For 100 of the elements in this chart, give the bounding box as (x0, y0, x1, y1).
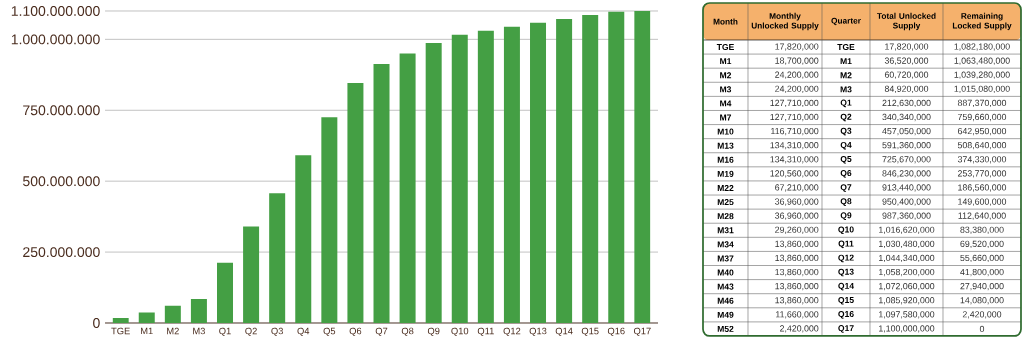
text: 134,310,000 (770, 142, 819, 150)
y-tick-label: 1.000.000.000 (11, 34, 100, 45)
text: 41,800,000 (960, 268, 1004, 277)
y-tick-label: 1.100.000.000 (11, 6, 100, 16)
text: 67,210,000 (775, 184, 819, 192)
category-label: M13 (717, 142, 734, 149)
bar (347, 82, 364, 323)
x-tick-label: Q4 (297, 327, 310, 336)
text: 83,380,000 (960, 226, 1004, 234)
bar (634, 10, 651, 323)
category-label: M1 (720, 58, 732, 65)
bar (425, 42, 442, 323)
category-label: Q10 (838, 226, 854, 235)
text: 13,860,000 (775, 240, 819, 249)
text: 1,030,480,000 (879, 240, 935, 249)
x-tick-label: Q12 (503, 327, 521, 336)
y-tick-label: 250.000.000 (23, 247, 100, 258)
text: 11,660,000 (776, 311, 819, 319)
text: 17,820,000 (775, 43, 819, 51)
x-tick-label: M2 (167, 327, 179, 335)
bar (582, 14, 599, 323)
category-label: M46 (717, 297, 734, 304)
text: 27,940,000 (960, 283, 1004, 291)
text: 913,440,000 (882, 184, 931, 192)
bar (608, 11, 625, 323)
category-label: M16 (717, 156, 734, 163)
x-tick-label: Q16 (607, 327, 625, 336)
x-tick-label: Q14 (555, 327, 573, 336)
category-label: M31 (717, 227, 734, 234)
text: 120,560,000 (770, 170, 819, 178)
text: 69,520,000 (960, 240, 1004, 249)
text: 253,770,000 (957, 170, 1007, 178)
x-tick-label: Q17 (633, 327, 651, 336)
category-label: M1 (840, 58, 852, 65)
category-label: TGE (716, 44, 734, 51)
text: 18,700,000 (775, 57, 819, 65)
x-tick-label: Q2 (245, 327, 257, 336)
text: 1,015,080,000 (954, 85, 1010, 93)
text: 846,230,000 (882, 170, 931, 178)
category-label: Q3 (840, 127, 852, 136)
x-tick-label: Q3 (271, 327, 283, 336)
text: 987,360,000 (882, 212, 931, 220)
category-label: Q2 (840, 113, 852, 122)
text: 212,630,000 (882, 99, 931, 108)
text: 13,860,000 (775, 268, 819, 277)
category-label: M34 (717, 241, 734, 248)
category-label: Q14 (838, 282, 855, 291)
text: 887,370,000 (957, 99, 1007, 108)
x-tick-label: Q9 (427, 327, 440, 336)
text: 1,100,000,000 (879, 325, 935, 333)
x-tick-label: M1 (141, 327, 153, 335)
category-label: Q6 (840, 170, 852, 178)
x-tick-label: Q5 (323, 327, 336, 336)
category-label: M4 (720, 100, 732, 107)
text: Total Unlocked Supply (877, 12, 936, 31)
text: 457,050,000 (882, 127, 931, 136)
category-label: Q5 (840, 155, 852, 164)
text: 36,960,000 (775, 198, 819, 206)
y-tick-label: 0 (93, 318, 100, 328)
bar (164, 305, 181, 323)
x-tick-label: TGE (111, 327, 130, 335)
category-label: M25 (717, 199, 734, 206)
bar (138, 312, 155, 323)
category-label: Q13 (838, 268, 854, 277)
bar (503, 26, 520, 323)
text: 2,420,000 (962, 311, 1002, 319)
text: 116,710,000 (771, 127, 819, 136)
category-label: Q12 (838, 254, 854, 263)
text: 1,082,180,000 (954, 43, 1010, 51)
bar (321, 117, 338, 323)
text: 127,710,000 (770, 113, 819, 122)
category-label: TGE (837, 44, 855, 51)
x-tick-label: Q13 (529, 327, 547, 336)
bar (556, 18, 573, 323)
bar (451, 34, 468, 323)
text: 186,560,000 (958, 184, 1007, 192)
x-tick-label: Q8 (401, 327, 414, 336)
text: Monthly Unlocked Supply (751, 12, 819, 31)
category-label: Q11 (838, 240, 854, 249)
text: Quarter (831, 17, 861, 26)
x-tick-label: Q6 (349, 327, 362, 336)
text: 13,860,000 (775, 297, 819, 305)
bar (243, 226, 260, 323)
text: 24,200,000 (775, 85, 819, 93)
category-label: Q8 (840, 198, 852, 206)
y-tick-label: 500.000.000 (23, 176, 100, 187)
bar (477, 30, 494, 323)
text: 84,920,000 (884, 85, 929, 93)
text: 127,710,000 (770, 99, 819, 108)
bar (269, 193, 286, 323)
text: 1,039,280,000 (954, 71, 1010, 79)
x-tick-label: Q7 (375, 327, 388, 336)
x-tick-label: Q10 (451, 327, 469, 336)
text: 1,044,340,000 (879, 254, 935, 263)
category-label: Q9 (840, 212, 852, 220)
category-label: Q16 (838, 311, 854, 319)
bar (373, 63, 390, 323)
bar (295, 155, 312, 323)
text: 134,310,000 (770, 156, 819, 164)
bar (217, 262, 234, 323)
